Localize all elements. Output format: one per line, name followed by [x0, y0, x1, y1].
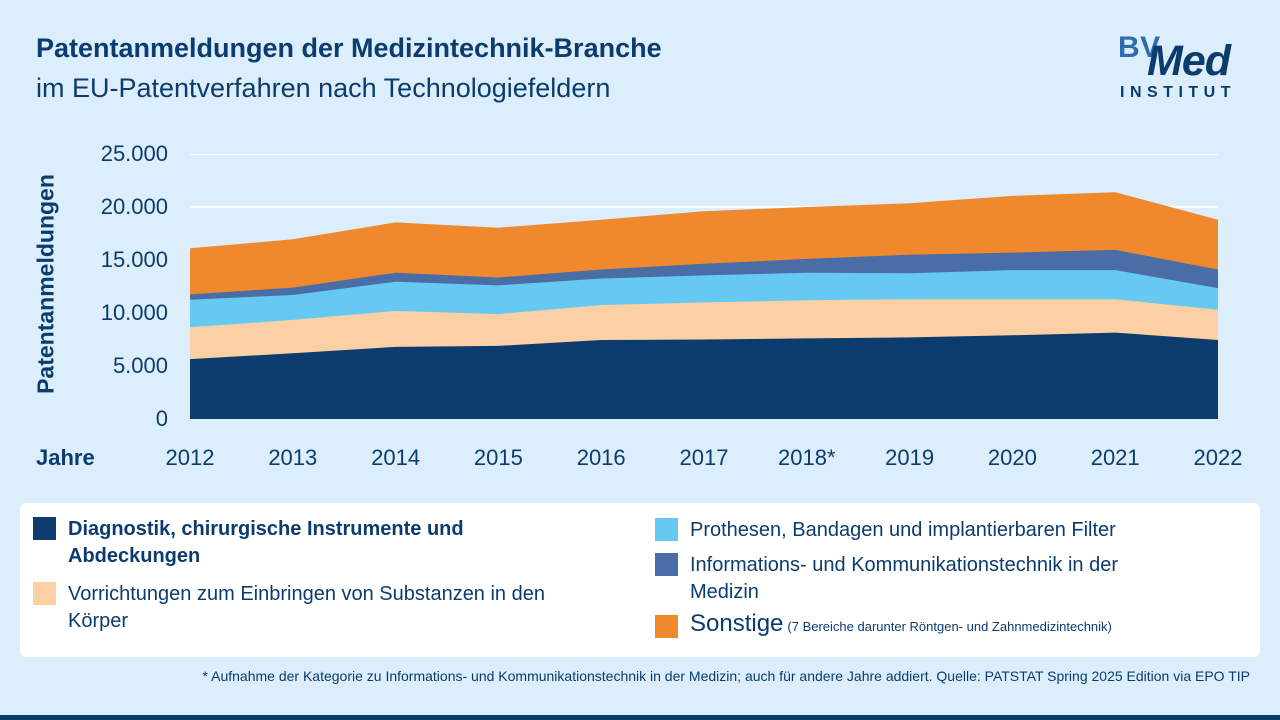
- logo-bv-text: BV: [1118, 31, 1161, 64]
- y-tick-label: 10.000: [100, 300, 168, 325]
- legend-swatch-ikt: [655, 553, 678, 576]
- source-footnote: * Aufnahme der Kategorie zu Informations…: [202, 668, 1250, 684]
- x-tick-label: 2012: [165, 445, 215, 470]
- x-tick-label: 2022: [1193, 445, 1243, 470]
- x-tick-label: 2014: [371, 445, 421, 470]
- x-tick-label: 2020: [987, 445, 1037, 470]
- legend-label-ikt: Informations- und Kommunikationstechnik …: [690, 554, 1118, 603]
- legend-label-sonstige: Sonstige (7 Bereiche darunter Röntgen- un…: [690, 610, 1270, 640]
- x-tick-label: 2015: [473, 445, 523, 470]
- logo-med-text: Med: [1147, 37, 1231, 85]
- y-tick-label: 0: [155, 406, 168, 431]
- legend: Diagnostik, chirurgische Instrumente und…: [20, 503, 1260, 657]
- logo-institut-text: INSTITUT: [1120, 84, 1236, 101]
- legend-swatch-diagnostik: [33, 517, 56, 540]
- stacked-area-chart: [190, 154, 1218, 419]
- area-diagnostik: [190, 332, 1218, 419]
- x-tick-label: 2013: [268, 445, 318, 470]
- title-line-2: im EU-Patentverfahren nach Technologiefe…: [36, 73, 611, 103]
- legend-label-diagnostik: Diagnostik, chirurgische Instrumente und…: [68, 518, 464, 567]
- bvmed-institut-logo: BV Med INSTITUT: [1118, 31, 1250, 105]
- title-line-1: Patentanmeldungen der Medizintechnik-Bra…: [36, 33, 662, 63]
- legend-swatch-vorrichtungen: [33, 582, 56, 605]
- x-tick-label: 2021: [1090, 445, 1140, 470]
- legend-label-sonstige-main: Sonstige: [690, 610, 784, 637]
- legend-label-sonstige-note: (7 Bereiche darunter Röntgen- und Zahnme…: [787, 619, 1112, 634]
- legend-swatch-sonstige: [655, 615, 678, 638]
- y-tick-label: 25.000: [100, 141, 168, 166]
- x-tick-label: 2019: [885, 445, 935, 470]
- y-tick-label: 5.000: [112, 353, 168, 378]
- x-axis-title: Jahre: [36, 445, 95, 470]
- bottom-accent-bar: [0, 715, 1280, 720]
- y-tick-label: 20.000: [100, 194, 168, 219]
- legend-label-prothesen: Prothesen, Bandagen und implantierbaren …: [690, 519, 1116, 541]
- legend-label-vorrichtungen: Vorrichtungen zum Einbringen von Substan…: [68, 583, 545, 632]
- x-tick-label: 2018*: [778, 445, 836, 470]
- legend-swatch-prothesen: [655, 518, 678, 541]
- x-tick-label: 2017: [679, 445, 729, 470]
- chart-title: Patentanmeldungen der Medizintechnik-Bra…: [36, 28, 662, 108]
- y-axis-title: Patentanmeldungen: [32, 174, 59, 394]
- y-tick-label: 15.000: [100, 247, 168, 272]
- x-tick-label: 2016: [576, 445, 626, 470]
